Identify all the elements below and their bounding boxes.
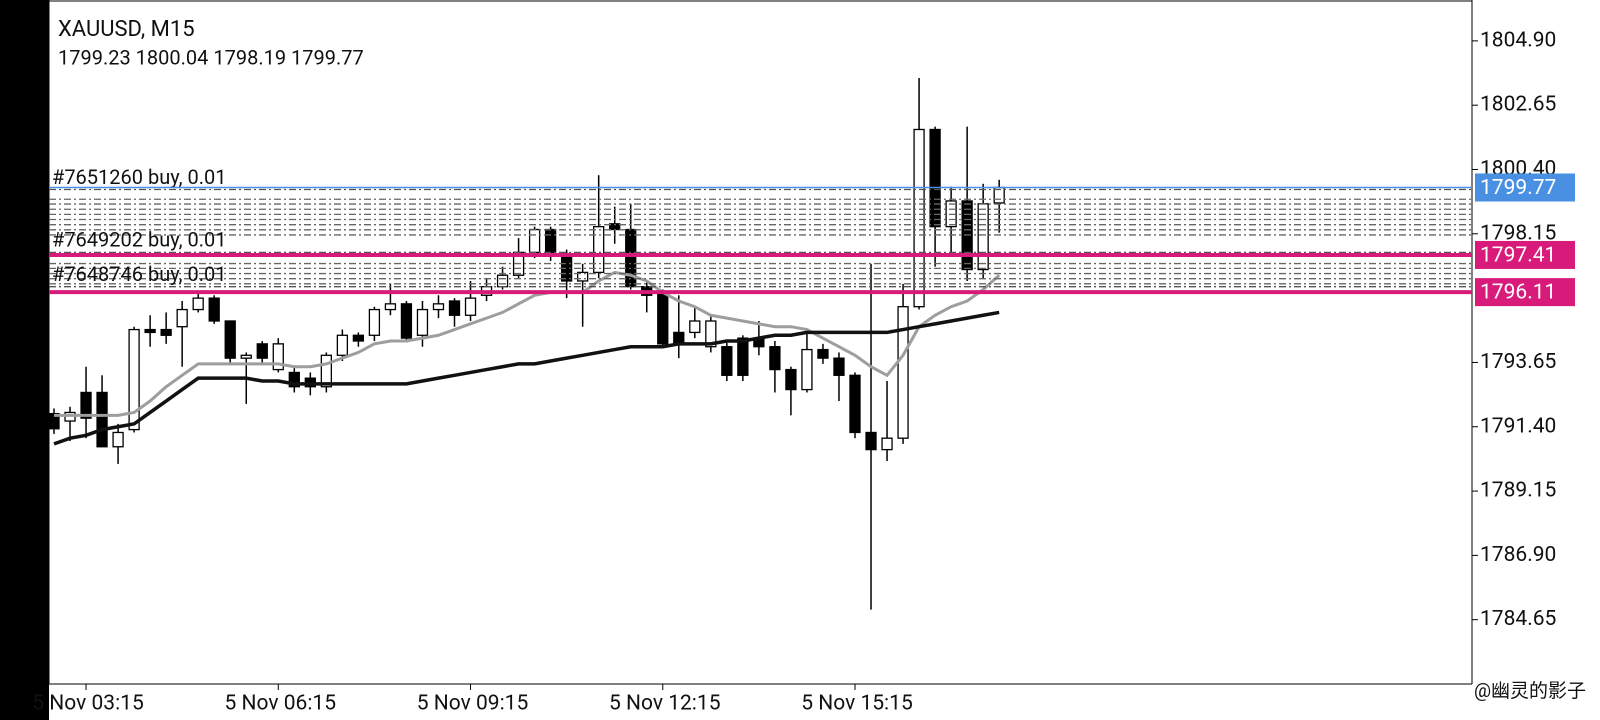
candle-body (737, 337, 749, 376)
order-label: #7648746 buy, 0.01 (52, 262, 227, 286)
chart-title: XAUUSD, M15 (58, 17, 195, 42)
y-tick-label: 1793.65 (1480, 350, 1556, 374)
candle-body (96, 391, 108, 448)
candle-body (865, 431, 877, 451)
y-tick-label: 1789.15 (1480, 479, 1556, 503)
price-tag-bg (1475, 278, 1575, 307)
candle-body (448, 300, 461, 316)
candle-body (352, 334, 365, 342)
candle-body (913, 128, 925, 308)
candle-body (384, 303, 397, 311)
candle-body (496, 274, 509, 288)
candle-body (128, 328, 140, 431)
x-tick-label: 5 Nov 12:15 (609, 692, 721, 716)
candle-body (192, 297, 204, 311)
x-tick-label: 5 Nov 15:15 (801, 692, 913, 716)
candle-body (544, 228, 557, 256)
x-tick-label: 5 Nov 09:15 (417, 692, 529, 716)
price-tag: 1796.11 (1480, 281, 1556, 305)
candle-body (224, 320, 236, 359)
candle-body (256, 343, 268, 359)
candle-body (336, 334, 349, 356)
candle-body (288, 371, 300, 388)
y-tick-label: 1784.65 (1480, 607, 1556, 631)
price-tag: 1797.41 (1480, 244, 1556, 268)
y-tick-label: 1791.40 (1480, 414, 1556, 438)
candle-body (849, 374, 861, 434)
candle-body (705, 320, 717, 348)
price-tag-bg (1475, 240, 1575, 269)
candle-body (432, 303, 445, 311)
candle-body (144, 328, 156, 334)
candle-body (112, 431, 124, 448)
candle-body (272, 343, 284, 371)
candle-body (769, 346, 781, 371)
candle-body (528, 228, 541, 254)
candle-body (689, 320, 701, 334)
price-tag-bg (1475, 173, 1575, 202)
candle-body (577, 271, 589, 282)
candle-body (176, 308, 188, 328)
moving-average (53, 310, 1000, 446)
plot-area (48, 78, 1005, 610)
candle-body (240, 354, 252, 359)
moving-average (54, 270, 1001, 417)
candle-body (785, 368, 797, 391)
y-tick-label: 1804.90 (1480, 28, 1556, 52)
candle-body (977, 203, 989, 271)
candle-body (208, 297, 220, 322)
candle-body (400, 303, 413, 339)
candle-body (657, 291, 669, 345)
candle-body (368, 308, 381, 336)
candle-body (464, 297, 477, 316)
candle-body (881, 437, 893, 451)
candle-body (416, 308, 429, 336)
y-tick-label: 1786.90 (1480, 543, 1556, 567)
candle-body (320, 354, 332, 388)
order-label: #7651260 buy, 0.01 (52, 165, 227, 189)
chart-subtitle: 1799.23 1800.04 1798.19 1799.77 (58, 45, 364, 69)
candle-body (929, 128, 941, 228)
candle-body (801, 348, 813, 391)
candle-body (721, 346, 733, 376)
order-label: #7649202 buy, 0.01 (52, 228, 227, 252)
candle-body (593, 226, 605, 274)
candle-body (833, 357, 845, 376)
candle-body (817, 348, 829, 359)
price-tag: 1799.77 (1480, 176, 1556, 200)
watermark: @幽灵的影子 (1474, 679, 1586, 702)
x-tick-label: 5 Nov 03:15 (32, 692, 144, 716)
candle-body (160, 328, 172, 336)
x-tick-label: 5 Nov 06:15 (225, 692, 337, 716)
candle-body (80, 391, 92, 419)
y-tick-label: 1802.65 (1480, 93, 1556, 117)
candle-body (897, 306, 909, 439)
left-edge (0, 0, 49, 720)
